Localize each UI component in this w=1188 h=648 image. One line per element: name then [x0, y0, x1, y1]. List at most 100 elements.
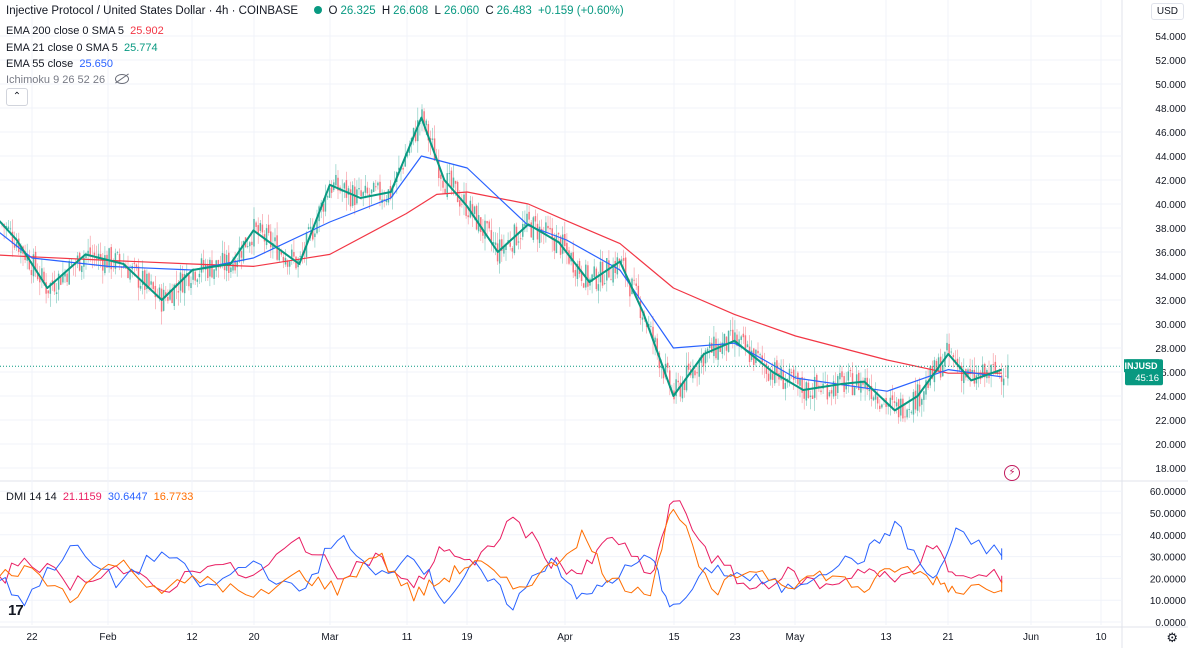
candle-body: [912, 392, 915, 415]
candle-body: [847, 371, 850, 381]
candle-body: [841, 371, 843, 378]
low-label: L: [434, 5, 441, 17]
candle-body: [116, 252, 119, 253]
candle-body: [106, 254, 108, 268]
candle-body: [736, 334, 738, 346]
candle-body: [291, 249, 293, 259]
candle-body: [677, 380, 679, 383]
tradingview-logo[interactable]: 17: [8, 602, 24, 619]
ichimoku-legend[interactable]: Ichimoku 9 26 52 26: [6, 73, 132, 87]
candle-body: [692, 367, 694, 379]
candle-body: [759, 354, 761, 356]
candle-body: [391, 188, 394, 197]
price-tick-label: 44.000: [1155, 152, 1186, 163]
candle-body: [255, 222, 257, 227]
candle-body: [366, 187, 369, 194]
candle-body: [719, 344, 721, 353]
collapse-legend-button[interactable]: ⌃: [6, 88, 28, 106]
open-label: O: [328, 5, 338, 17]
time-tick-label: 19: [461, 632, 473, 643]
candle-body: [246, 246, 249, 247]
candle-body: [887, 404, 889, 407]
candle-body: [482, 229, 484, 236]
candle-body: [713, 336, 715, 357]
ema55-legend[interactable]: EMA 55 close 25.650: [6, 57, 116, 71]
currency-button[interactable]: USD: [1150, 3, 1184, 20]
candle-body: [711, 342, 713, 353]
price-tick-label: 36.000: [1155, 248, 1186, 259]
candle-body: [580, 271, 583, 282]
candle-body: [278, 250, 280, 261]
candle-body: [387, 189, 390, 203]
candle-body: [792, 369, 795, 380]
candle-body: [141, 270, 144, 286]
candle-body: [471, 204, 474, 217]
hidden-eye-icon[interactable]: [115, 74, 130, 84]
dmi-legend[interactable]: DMI 14 14 21.1159 30.6447 16.7733: [6, 490, 196, 504]
candle-body: [971, 370, 973, 373]
candle-body: [790, 372, 793, 373]
candle-body: [742, 333, 745, 338]
candle-body: [942, 364, 944, 377]
candle-body: [417, 120, 419, 142]
candle-body: [257, 225, 259, 234]
candle-body: [24, 251, 26, 261]
candle-body: [406, 154, 409, 157]
candle-body: [53, 282, 56, 292]
candle-body: [666, 362, 669, 368]
candle-body: [383, 199, 385, 201]
dmi-tick-label: 50.0000: [1150, 509, 1187, 520]
candle-body: [610, 279, 612, 281]
candle-body: [70, 263, 73, 265]
candle-body: [60, 277, 62, 285]
candle-body: [881, 404, 883, 408]
candle-body: [780, 367, 782, 380]
candle-body: [629, 284, 631, 297]
symbol-title[interactable]: Injective Protocol / United States Dolla…: [6, 5, 299, 17]
candle-body: [162, 289, 165, 311]
dmi-label: DMI 14 14: [6, 491, 57, 503]
candle-body: [173, 284, 175, 306]
candle-body: [125, 267, 127, 269]
open-value: 26.325: [340, 5, 376, 17]
candle-body: [532, 217, 535, 240]
candle-body: [654, 337, 656, 343]
candle-body: [679, 382, 682, 397]
candle-body: [931, 366, 934, 379]
candle-body: [200, 258, 203, 273]
candle-body: [110, 247, 112, 270]
candle-body: [868, 389, 871, 392]
candle-body: [364, 185, 367, 193]
candle-body: [456, 181, 459, 203]
candle-body: [536, 223, 539, 240]
candle-body: [1007, 365, 1009, 379]
candle-body: [372, 182, 375, 192]
candle-body: [698, 359, 700, 377]
ema21-legend[interactable]: EMA 21 close 0 SMA 5 25.774: [6, 41, 161, 55]
candle-body: [639, 301, 642, 319]
candle-body: [637, 285, 640, 298]
candle-body: [39, 277, 41, 283]
flash-icon[interactable]: ⚡: [1004, 465, 1020, 481]
candle-body: [97, 253, 100, 260]
candle-body: [633, 279, 635, 281]
candle-body: [954, 359, 957, 362]
candle-body: [683, 380, 686, 391]
candle-body: [956, 358, 959, 367]
ema200-line: [0, 191, 1002, 374]
candle-body: [622, 258, 625, 261]
candle-body: [849, 370, 852, 371]
dmi-tick-label: 20.0000: [1150, 574, 1187, 585]
candle-body: [538, 226, 541, 244]
candle-body: [916, 384, 919, 411]
candle-body: [664, 363, 667, 377]
candle-body: [83, 257, 85, 267]
candle-body: [561, 234, 564, 254]
candle-body: [282, 256, 285, 262]
ema200-legend[interactable]: EMA 200 close 0 SMA 5 25.902: [6, 24, 167, 38]
candle-body: [834, 382, 837, 396]
time-tick-label: 21: [942, 632, 954, 643]
candle-body: [494, 242, 497, 245]
settings-gear-icon[interactable]: ⚙: [1166, 630, 1178, 645]
